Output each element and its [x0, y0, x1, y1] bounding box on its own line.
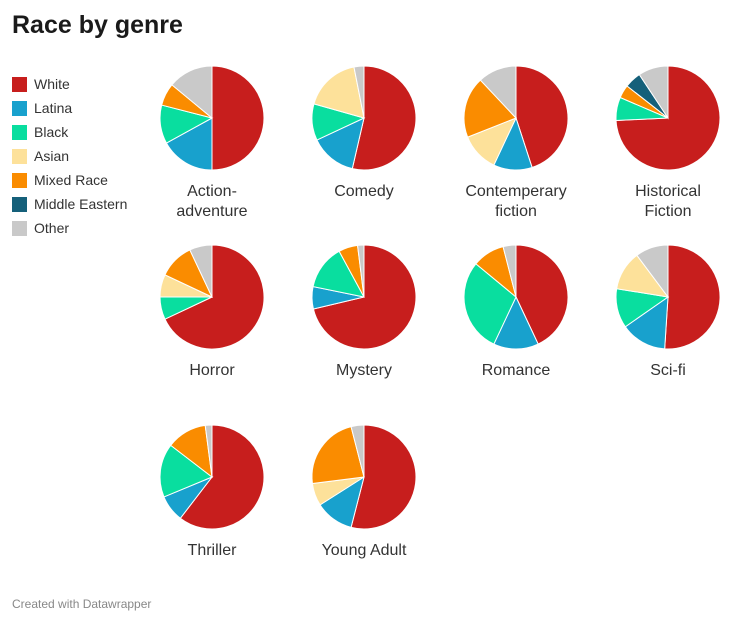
legend-item-white: White [12, 72, 127, 96]
pie-slice-white [164, 244, 265, 350]
pie-label: Sci-fi [593, 361, 743, 381]
pie-slice-other [353, 65, 365, 119]
pie-label-line: Fiction [644, 203, 692, 220]
pie-slice-white [179, 424, 265, 530]
pie-label-line: Young Adult [321, 542, 407, 559]
pie-chart [311, 244, 417, 350]
pie-slice-white [312, 244, 417, 350]
pie-slice-mixed-race [311, 426, 365, 485]
pie-label-line: Contemperary [465, 183, 567, 200]
pie-chart [159, 424, 265, 530]
pie-slice-white [515, 244, 569, 345]
legend-swatch [12, 220, 27, 236]
pie-chart [311, 65, 417, 171]
legend: White Latina Black Asian Mixed Race Midd… [12, 72, 127, 240]
legend-swatch [12, 172, 27, 188]
legend-label: Middle Eastern [34, 196, 128, 212]
pie-chart [463, 244, 569, 350]
legend-item-middle-eastern: Middle Eastern [12, 192, 127, 216]
pie-chart [463, 65, 569, 171]
pie-label: Romance [441, 361, 591, 381]
pie-label-line: Mystery [336, 362, 392, 379]
pie-slice-other [171, 65, 213, 120]
legend-label: Other [34, 220, 70, 236]
pie-chart [615, 65, 721, 171]
pie-label: Thriller [137, 541, 287, 561]
pie-slice-other [638, 65, 669, 120]
pie-slice-other [356, 244, 365, 298]
pie-slice-other [350, 424, 365, 478]
pie-slice-other [479, 65, 517, 120]
pie-chart [615, 244, 721, 350]
legend-swatch [12, 76, 27, 92]
pie-label: Mystery [289, 361, 439, 381]
pie-label: Comedy [289, 182, 439, 202]
pie-chart [311, 424, 417, 530]
legend-label: Mixed Race [34, 172, 108, 188]
legend-label: White [34, 76, 70, 92]
legend-item-other: Other [12, 216, 127, 240]
chart-title: Race by genre [12, 11, 183, 39]
pie-slice-asian [313, 66, 365, 119]
pie-slice-white [515, 65, 569, 169]
footer-credit: Created with Datawrapper [12, 597, 152, 611]
pie-label: Historical Fiction [593, 182, 743, 222]
pie-label-line: fiction [495, 203, 537, 220]
legend-item-asian: Asian [12, 144, 127, 168]
pies-svg [159, 65, 721, 530]
pie-label-line: adventure [176, 203, 248, 220]
pie-slice-other [636, 244, 669, 299]
pie-slice-black [159, 444, 213, 498]
pie-label-line: Sci-fi [650, 362, 686, 379]
pie-label: Contemperary fiction [441, 182, 591, 222]
pie-label-line: Comedy [334, 183, 394, 200]
legend-swatch [12, 100, 27, 116]
pie-slice-white [350, 424, 417, 530]
pie-slice-white [211, 65, 265, 171]
pie-label-line: Action- [187, 183, 237, 200]
pie-slice-latina [165, 117, 213, 171]
legend-swatch [12, 148, 27, 164]
legend-label: Black [34, 124, 69, 140]
pie-label: Action-adventure [137, 182, 287, 222]
pie-slice-other [204, 424, 213, 478]
legend-swatch [12, 124, 27, 140]
legend-item-latina: Latina [12, 96, 127, 120]
legend-label: Latina [34, 100, 73, 116]
pie-slice-other [502, 244, 517, 298]
legend-label: Asian [34, 148, 70, 164]
legend-swatch [12, 196, 27, 212]
pie-label: Horror [137, 361, 287, 381]
pie-slice-white [351, 65, 417, 171]
pie-grid: Action-adventure Comedy Contemperary fictio… [137, 65, 743, 561]
pie-label-line: Historical [635, 183, 701, 200]
pie-slice-white [664, 244, 721, 350]
pie-slice-other [189, 244, 213, 298]
pie-chart [159, 244, 265, 350]
pie-label-line: Thriller [187, 542, 237, 559]
pie-label-line: Romance [481, 362, 551, 379]
pie-slice-black [463, 263, 517, 345]
pie-slice-mixed-race [463, 79, 517, 138]
legend-item-black: Black [12, 120, 127, 144]
pie-label: Young Adult [289, 541, 439, 561]
legend-item-mixed-race: Mixed Race [12, 168, 127, 192]
pie-label-line: Horror [189, 362, 235, 379]
pie-chart [159, 65, 265, 171]
